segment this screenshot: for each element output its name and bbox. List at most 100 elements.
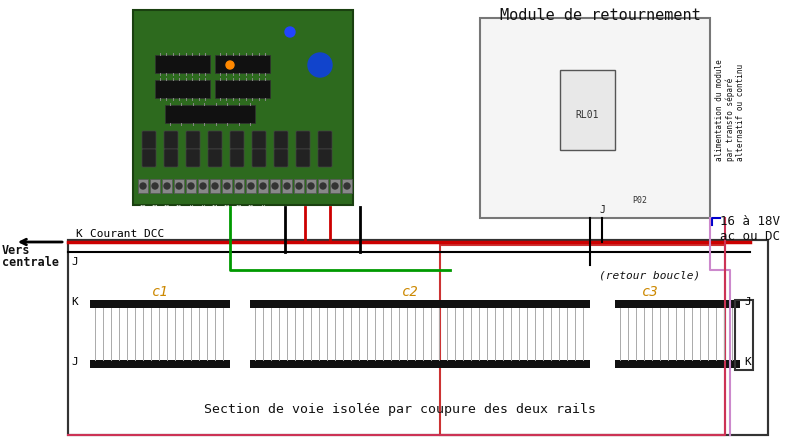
Bar xyxy=(215,80,270,98)
Bar xyxy=(250,360,590,368)
Bar xyxy=(250,300,590,308)
FancyBboxPatch shape xyxy=(208,149,222,167)
Text: I1: I1 xyxy=(248,205,254,210)
FancyBboxPatch shape xyxy=(318,131,332,149)
Circle shape xyxy=(296,183,302,189)
Text: Vers: Vers xyxy=(2,244,30,256)
FancyBboxPatch shape xyxy=(208,131,222,149)
Bar xyxy=(330,179,340,193)
FancyBboxPatch shape xyxy=(142,131,156,149)
Text: J: J xyxy=(71,357,78,367)
Bar xyxy=(342,179,352,193)
Circle shape xyxy=(272,183,278,189)
Text: Module de retournement: Module de retournement xyxy=(499,8,701,23)
Circle shape xyxy=(308,53,332,77)
Circle shape xyxy=(176,183,182,189)
Text: Courant DCC: Courant DCC xyxy=(90,229,165,239)
Bar xyxy=(270,179,280,193)
Bar xyxy=(318,179,328,193)
FancyBboxPatch shape xyxy=(318,149,332,167)
FancyBboxPatch shape xyxy=(142,149,156,167)
Text: c1: c1 xyxy=(152,285,169,299)
Text: c2: c2 xyxy=(402,285,419,299)
Text: 16 à 18V
ac ou DC: 16 à 18V ac ou DC xyxy=(720,215,780,243)
FancyBboxPatch shape xyxy=(164,131,178,149)
Bar xyxy=(186,179,196,193)
Text: I2: I2 xyxy=(236,205,242,210)
Text: K: K xyxy=(75,229,81,239)
Bar xyxy=(560,70,615,150)
Circle shape xyxy=(200,183,206,189)
Text: K: K xyxy=(744,357,751,367)
Text: Section de voie isolée par coupure des deux rails: Section de voie isolée par coupure des d… xyxy=(204,404,596,416)
Bar xyxy=(68,240,768,435)
Bar xyxy=(90,300,230,308)
Text: K: K xyxy=(261,205,264,210)
Bar xyxy=(90,360,230,368)
Bar xyxy=(258,179,268,193)
Text: I4: I4 xyxy=(212,205,218,210)
Circle shape xyxy=(188,183,194,189)
Circle shape xyxy=(260,183,266,189)
Circle shape xyxy=(212,183,218,189)
Bar xyxy=(215,55,270,73)
FancyBboxPatch shape xyxy=(164,149,178,167)
Bar xyxy=(480,18,710,218)
FancyBboxPatch shape xyxy=(252,149,266,167)
FancyBboxPatch shape xyxy=(296,131,310,149)
Text: centrale: centrale xyxy=(2,256,59,269)
Bar xyxy=(234,179,244,193)
Text: RL01: RL01 xyxy=(575,110,598,120)
FancyBboxPatch shape xyxy=(186,131,200,149)
Text: K: K xyxy=(71,297,78,307)
Text: J: J xyxy=(599,205,605,215)
FancyBboxPatch shape xyxy=(274,131,288,149)
Circle shape xyxy=(140,183,146,189)
Text: (retour boucle): (retour boucle) xyxy=(599,270,701,280)
Text: K: K xyxy=(201,205,205,210)
Text: J: J xyxy=(71,257,78,267)
Bar xyxy=(735,300,753,370)
Bar xyxy=(138,179,148,193)
Bar xyxy=(198,179,208,193)
FancyBboxPatch shape xyxy=(274,149,288,167)
Circle shape xyxy=(284,183,290,189)
Text: I8: I8 xyxy=(140,205,146,210)
Text: I7: I7 xyxy=(152,205,158,210)
Text: K: K xyxy=(189,205,193,210)
Bar xyxy=(246,179,256,193)
FancyBboxPatch shape xyxy=(296,149,310,167)
Bar xyxy=(440,245,725,435)
Bar xyxy=(615,300,740,308)
Circle shape xyxy=(285,27,295,37)
FancyBboxPatch shape xyxy=(230,149,244,167)
Bar xyxy=(174,179,184,193)
Bar xyxy=(155,80,210,98)
Bar xyxy=(165,105,255,123)
Text: P02: P02 xyxy=(633,195,647,205)
Text: J: J xyxy=(744,297,751,307)
Circle shape xyxy=(332,183,338,189)
Bar xyxy=(133,10,353,205)
Circle shape xyxy=(248,183,254,189)
Bar xyxy=(222,179,232,193)
Circle shape xyxy=(152,183,158,189)
Circle shape xyxy=(226,61,234,69)
FancyBboxPatch shape xyxy=(230,131,244,149)
Text: I3: I3 xyxy=(224,205,230,210)
FancyBboxPatch shape xyxy=(252,131,266,149)
FancyBboxPatch shape xyxy=(186,149,200,167)
Bar xyxy=(162,179,172,193)
Bar xyxy=(615,360,740,368)
Bar xyxy=(282,179,292,193)
Bar xyxy=(68,240,768,435)
Circle shape xyxy=(344,183,350,189)
Text: c3: c3 xyxy=(642,285,658,299)
Bar xyxy=(155,55,210,73)
Circle shape xyxy=(308,183,314,189)
Text: I5: I5 xyxy=(176,205,182,210)
Circle shape xyxy=(320,183,326,189)
Text: alimentation du module
par transfo séparé
alternatif ou continu: alimentation du module par transfo sépar… xyxy=(715,59,745,161)
Text: I6: I6 xyxy=(164,205,170,210)
Bar xyxy=(150,179,160,193)
